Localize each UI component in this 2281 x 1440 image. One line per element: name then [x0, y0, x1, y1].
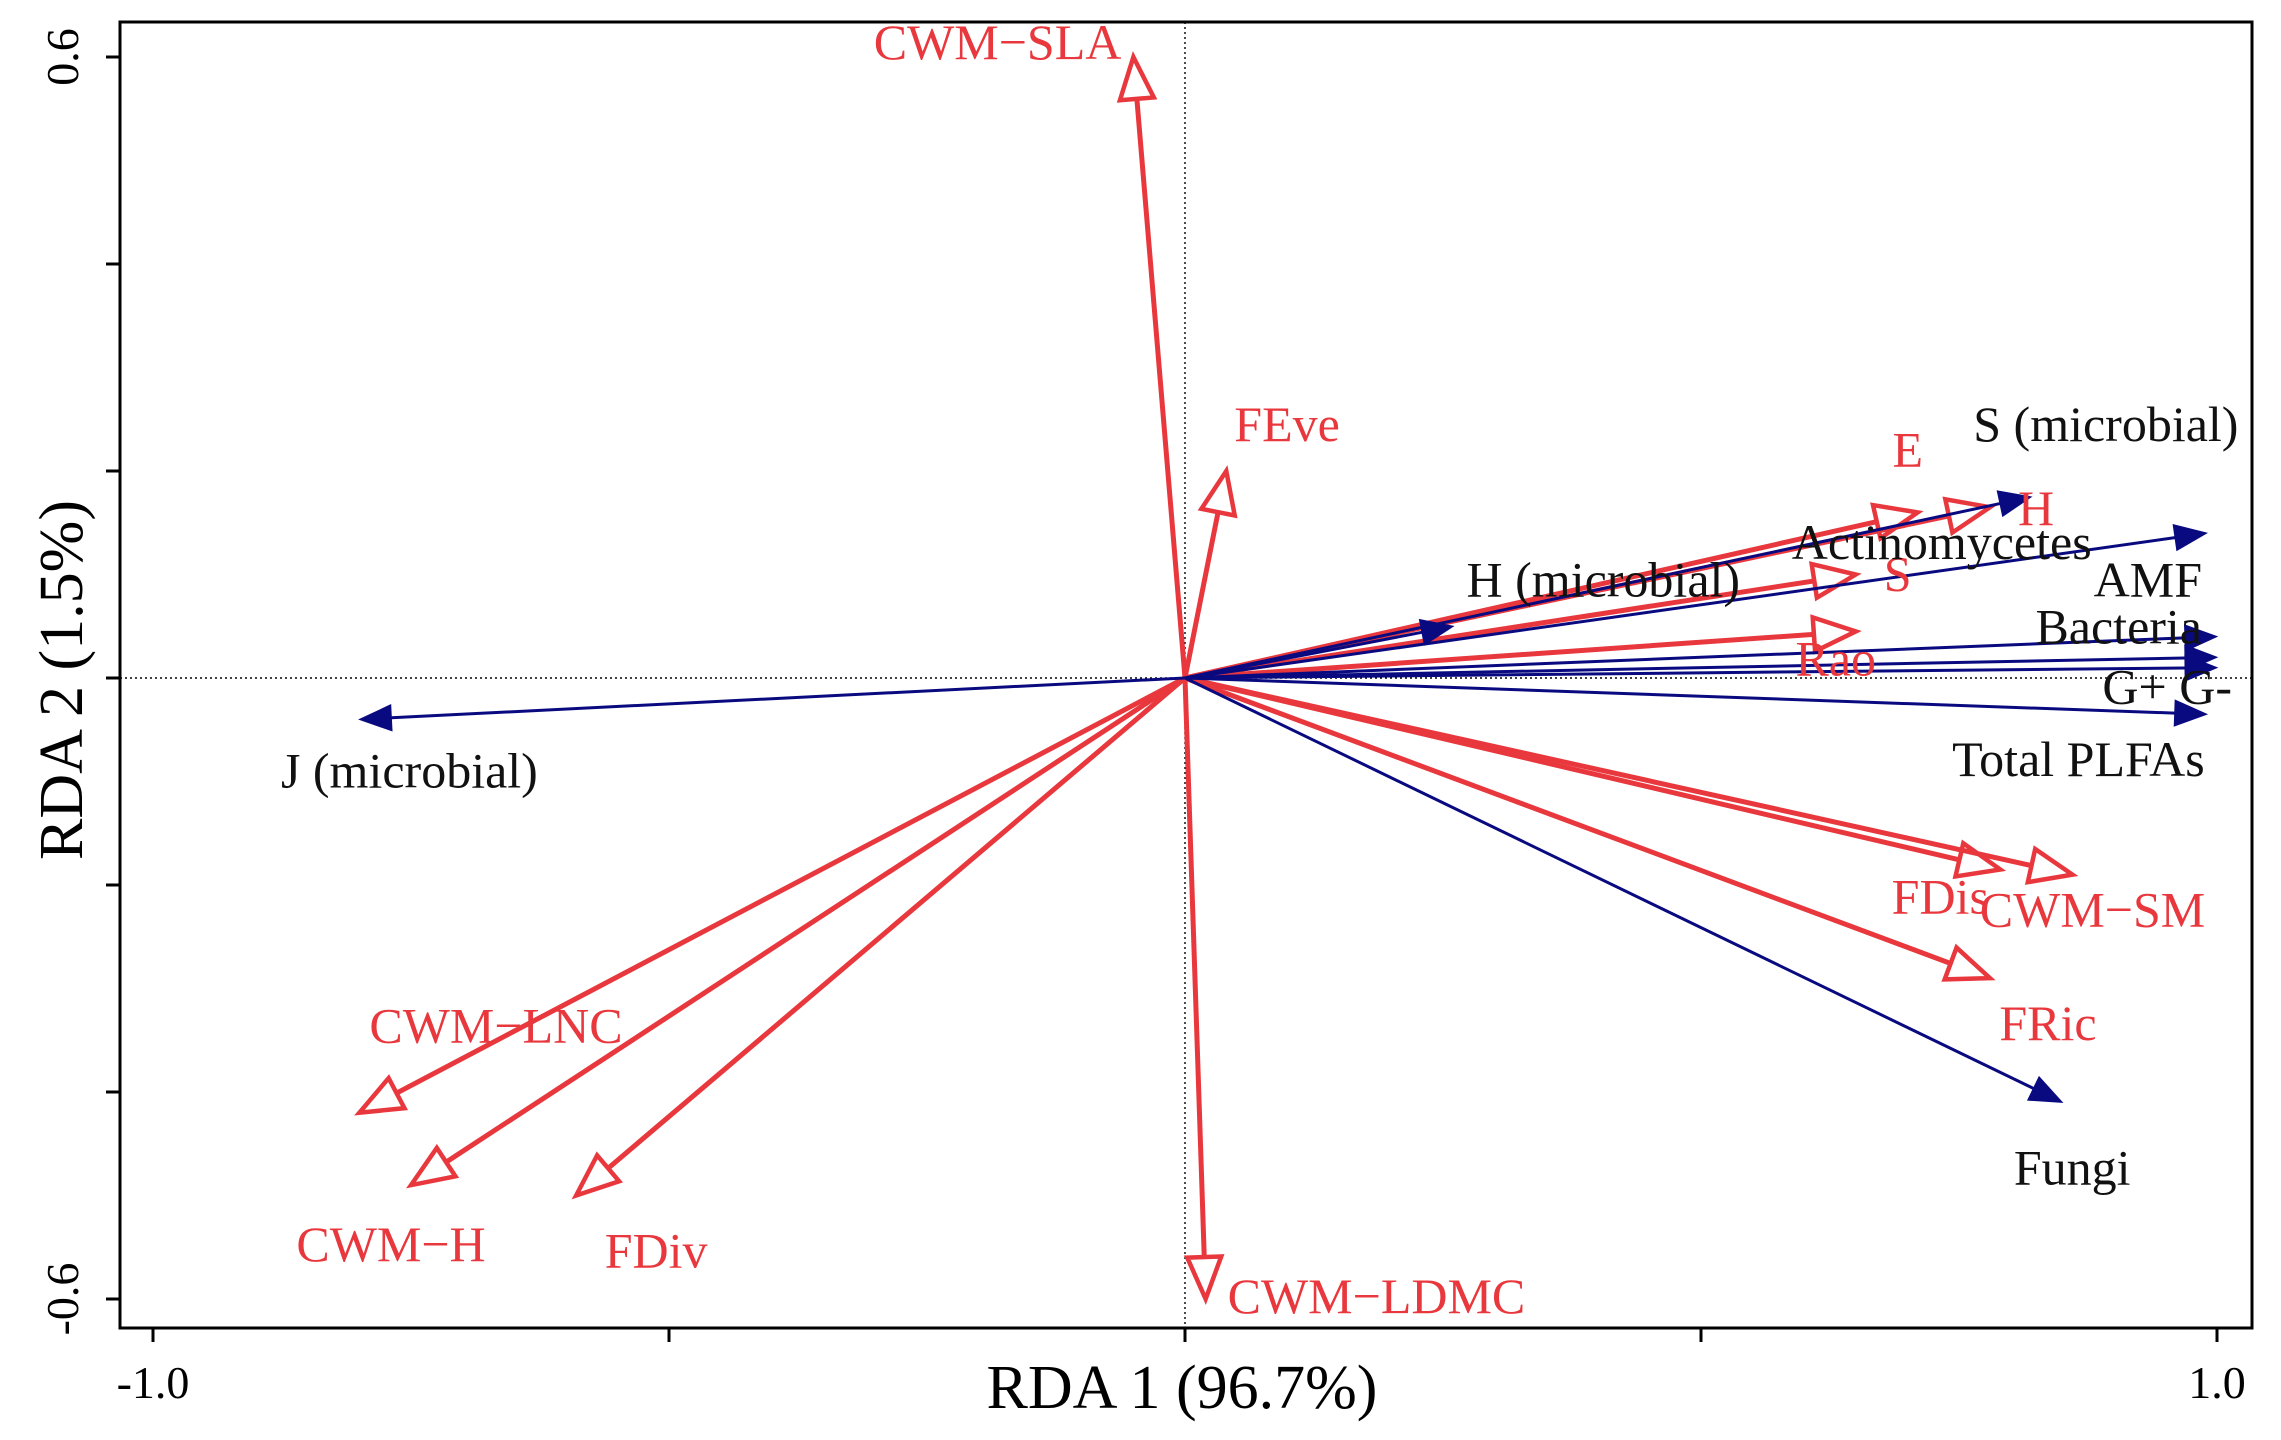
vector-label: H (microbial) [1467, 551, 1741, 607]
vector-label: FRic [1999, 995, 2096, 1051]
arrowhead-open [571, 1151, 624, 1200]
vector-line [1184, 676, 2175, 715]
vector-line [1184, 502, 2001, 680]
vector-label: FDis [1892, 868, 1989, 924]
arrowhead-filled [1418, 618, 1455, 646]
vector-label: Total PLFAs [1952, 731, 2205, 787]
arrowhead-filled [2183, 624, 2219, 652]
vector-label: G+ G- [2102, 659, 2232, 715]
vector-label: Actinomycetes [1792, 514, 2092, 570]
vector-line [1184, 630, 1423, 680]
vector-label: Rao [1796, 630, 1877, 686]
vector-line [1184, 636, 2186, 680]
y-tick-label: -0.6 [37, 1263, 88, 1336]
vector-label: FDiv [605, 1223, 708, 1279]
vector-label: E [1892, 421, 1923, 477]
vector-line [391, 676, 1186, 720]
vector-line [1184, 629, 1850, 681]
vector-line [579, 676, 1187, 1194]
vector-label: H [2018, 480, 2054, 536]
vector-line [1182, 677, 1208, 1294]
vector-label: Bacteria [2035, 598, 2202, 654]
arrowhead-filled [2184, 654, 2219, 682]
arrowhead-open [1197, 465, 1238, 519]
vector-label: CWM−LDMC [1228, 1268, 1526, 1324]
vector-label: CWM−LNC [369, 998, 622, 1054]
vector-label: AMF [2094, 552, 2202, 608]
vector-line [1184, 536, 2176, 680]
vector-line [1184, 675, 1986, 979]
vector-label: CWM−H [296, 1216, 485, 1272]
vector-line [1184, 676, 2035, 1090]
arrowhead-filled [358, 704, 393, 732]
vector-label: CWM−SLA [874, 14, 1122, 70]
arrowhead-open [1810, 614, 1862, 655]
vector-label: Fungi [2014, 1139, 2131, 1195]
vector-label: S (microbial) [1973, 396, 2238, 452]
vector-label: CWM−SM [1980, 882, 2205, 938]
vector-label: S [1884, 546, 1912, 602]
y-tick-label: 0.6 [37, 28, 88, 86]
arrowhead-open [1116, 51, 1158, 103]
vector-line [1184, 656, 2186, 680]
y-axis-title: RDA 2 (1.5%) [28, 500, 96, 860]
vector-label: J (microbial) [281, 742, 538, 798]
vector-line [1184, 666, 2186, 680]
arrowhead-open [405, 1143, 460, 1189]
arrowhead-filled [2172, 524, 2208, 552]
arrowhead-open [354, 1074, 409, 1116]
arrowhead-filled [2026, 1075, 2064, 1103]
arrowhead-open [1183, 1254, 1225, 1305]
vector-line [414, 675, 1187, 1184]
arrowhead-filled [1996, 490, 2033, 518]
vector-line [1131, 62, 1188, 679]
x-tick-label: -1.0 [117, 1357, 190, 1408]
vector-line [363, 675, 1187, 1113]
arrowhead-open [1941, 943, 1996, 982]
x-axis-title: RDA 1 (96.7%) [987, 1354, 1378, 1422]
vector-line [1184, 675, 2068, 876]
arrowhead-open [2024, 845, 2079, 885]
vector-label: FEve [1234, 396, 1340, 452]
arrowhead-filled [2173, 699, 2209, 727]
x-tick-label: 1.0 [2188, 1357, 2246, 1408]
